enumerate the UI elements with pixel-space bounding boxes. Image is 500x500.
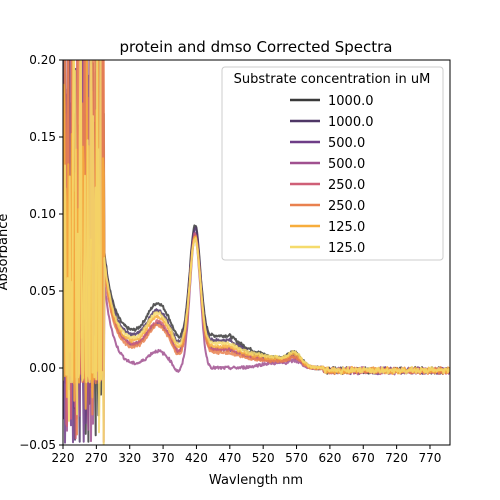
legend-label: 500.0 (328, 136, 365, 151)
legend-label: 250.0 (328, 199, 365, 214)
x-tick-label: 720 (385, 451, 408, 465)
plot-frame (62, 59, 451, 446)
legend-label: 1000.0 (328, 94, 374, 109)
y-tick-label: 0.00 (29, 361, 56, 375)
series-line (63, 60, 450, 445)
x-tick-label: 220 (52, 451, 75, 465)
x-tick-label: 470 (218, 451, 241, 465)
x-tick-label: 370 (152, 451, 175, 465)
x-tick-label: 270 (85, 451, 108, 465)
y-tick-label: 0.05 (29, 284, 56, 298)
x-tick-label: 570 (285, 451, 308, 465)
x-tick-label: 770 (419, 451, 442, 465)
legend-label: 500.0 (328, 157, 365, 172)
y-tick-label: 0.15 (29, 130, 56, 144)
x-axis-label: Wavlength nm (209, 473, 303, 488)
y-tick-label: 0.10 (29, 207, 56, 221)
x-tick-label: 520 (252, 451, 275, 465)
x-tick-label: 320 (118, 451, 141, 465)
y-axis: −0.05 0.00 0.05 0.10 0.15 0.20 (19, 53, 63, 452)
legend-label: 250.0 (328, 178, 365, 193)
legend-label: 125.0 (328, 220, 365, 235)
legend-label: 1000.0 (328, 115, 374, 130)
series-layer (63, 60, 450, 445)
legend-label: 125.0 (328, 241, 365, 256)
x-tick-label: 620 (318, 451, 341, 465)
x-tick-label: 670 (352, 451, 375, 465)
y-axis-label: Absorbance (0, 214, 11, 291)
legend-title: Substrate concentration in uM (234, 72, 431, 87)
legend-box (221, 66, 444, 261)
x-tick-label: 420 (185, 451, 208, 465)
chart-title: protein and dmso Corrected Spectra (120, 38, 393, 56)
y-tick-label: −0.05 (19, 438, 56, 452)
x-axis: 220 270 320 370 420 470 520 570 620 670 720 770 (52, 445, 442, 465)
y-tick-label: 0.20 (29, 53, 56, 67)
legend: Substrate concentration in uM 1000.0 1000… (221, 66, 444, 261)
